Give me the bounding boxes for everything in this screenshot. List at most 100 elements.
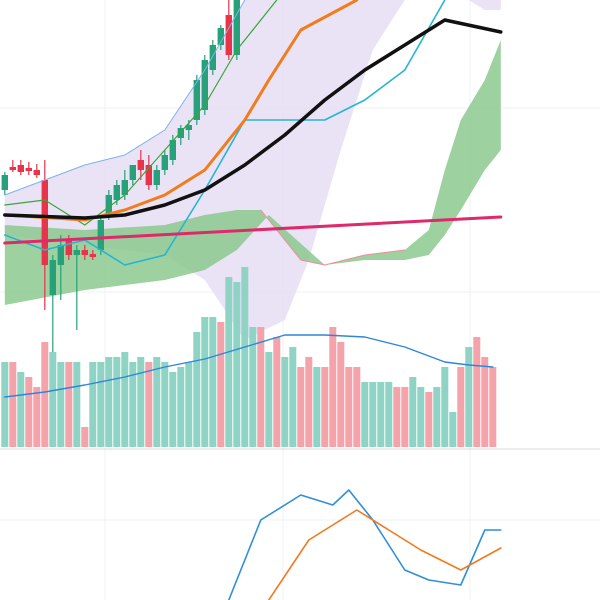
volume-bar xyxy=(273,337,281,447)
line-series xyxy=(4,334,494,398)
candle-body xyxy=(121,180,128,195)
volume-bar xyxy=(441,367,449,447)
volume-bar xyxy=(345,367,353,447)
volume-bar xyxy=(265,352,273,447)
volume-bar xyxy=(457,367,465,447)
volume-bar xyxy=(161,362,169,447)
pane xyxy=(1,267,497,447)
volume-bar xyxy=(209,317,217,447)
volume-bar xyxy=(281,357,289,447)
candle-body xyxy=(113,185,120,200)
candle-body xyxy=(17,165,24,172)
candle-body xyxy=(225,15,232,55)
volume-bar xyxy=(257,327,265,447)
candle-body xyxy=(89,254,96,257)
volume-bar xyxy=(353,367,361,447)
volume-bar xyxy=(1,362,9,447)
band-area xyxy=(4,40,501,305)
volume-bar xyxy=(17,372,25,447)
candle-body xyxy=(81,250,88,255)
candle-body xyxy=(65,240,72,255)
volume-bar xyxy=(377,382,385,447)
volume-bar xyxy=(97,362,105,447)
candle-body xyxy=(137,160,144,170)
volume-bar xyxy=(313,367,321,447)
volume-bar xyxy=(465,347,473,447)
volume-bar xyxy=(105,357,113,447)
volume-bar xyxy=(217,322,225,447)
candle-body xyxy=(9,167,16,170)
pane xyxy=(228,489,502,600)
volume-bar xyxy=(393,387,401,447)
volume-bar xyxy=(369,382,377,447)
candle-body xyxy=(169,140,176,160)
volume-bar xyxy=(9,362,17,447)
volume-bar xyxy=(481,357,489,447)
volume-bar xyxy=(177,367,185,447)
candle-body xyxy=(25,168,32,171)
line-series xyxy=(3,18,503,220)
line-series xyxy=(4,0,446,266)
volume-bar xyxy=(89,362,97,447)
candle-body xyxy=(97,220,104,250)
volume-bar xyxy=(169,372,177,447)
volume-bar xyxy=(73,362,81,447)
volume-bar xyxy=(121,352,129,447)
volume-bar xyxy=(385,382,393,447)
volume-bar xyxy=(297,367,305,447)
band-area xyxy=(4,0,501,340)
candle-body xyxy=(161,155,168,170)
candle-body xyxy=(105,195,112,215)
volume-bar xyxy=(241,267,249,447)
candle-body xyxy=(201,60,208,110)
volume-bar xyxy=(417,387,425,447)
volume-bar xyxy=(433,387,441,447)
candle-body xyxy=(193,80,200,120)
volume-bar xyxy=(25,377,33,447)
candle-body xyxy=(217,28,224,45)
candle-body xyxy=(33,170,40,175)
candle-body xyxy=(1,175,8,190)
line-series xyxy=(228,489,502,600)
line-series xyxy=(260,209,406,266)
candle-body xyxy=(153,170,160,185)
candle-body xyxy=(209,45,216,70)
volume-bar xyxy=(361,382,369,447)
volume-bar xyxy=(337,342,345,447)
volume-bar xyxy=(449,412,457,447)
pane xyxy=(1,0,503,385)
volume-bar xyxy=(201,317,209,447)
volume-bar xyxy=(33,387,41,447)
volume-bar xyxy=(153,357,161,447)
candle-body xyxy=(233,0,240,55)
volume-bar xyxy=(233,282,241,447)
candle-body xyxy=(185,125,192,130)
volume-bar xyxy=(137,357,145,447)
volume-bar xyxy=(129,362,137,447)
volume-bar xyxy=(145,362,153,447)
line-series xyxy=(4,0,246,196)
volume-bar xyxy=(489,367,497,447)
volume-bar xyxy=(305,357,313,447)
volume-bar xyxy=(401,387,409,447)
volume-bar xyxy=(193,332,201,447)
volume-bar xyxy=(113,357,121,447)
candle-body xyxy=(49,260,56,295)
volume-bar xyxy=(425,392,433,447)
volume-bar xyxy=(249,327,257,447)
candle-body xyxy=(145,165,152,185)
candle-body xyxy=(73,250,80,255)
volume-bar xyxy=(289,347,297,447)
volume-bar xyxy=(321,367,329,447)
volume-bar xyxy=(473,337,481,447)
candle-body xyxy=(57,245,64,265)
line-series xyxy=(4,0,278,226)
volume-bar xyxy=(329,327,337,447)
volume-bar xyxy=(65,362,73,447)
volume-bar xyxy=(81,427,89,447)
volume-bar xyxy=(185,362,193,447)
line-series xyxy=(3,215,503,245)
volume-bar xyxy=(225,277,233,447)
candle-body xyxy=(177,128,184,138)
